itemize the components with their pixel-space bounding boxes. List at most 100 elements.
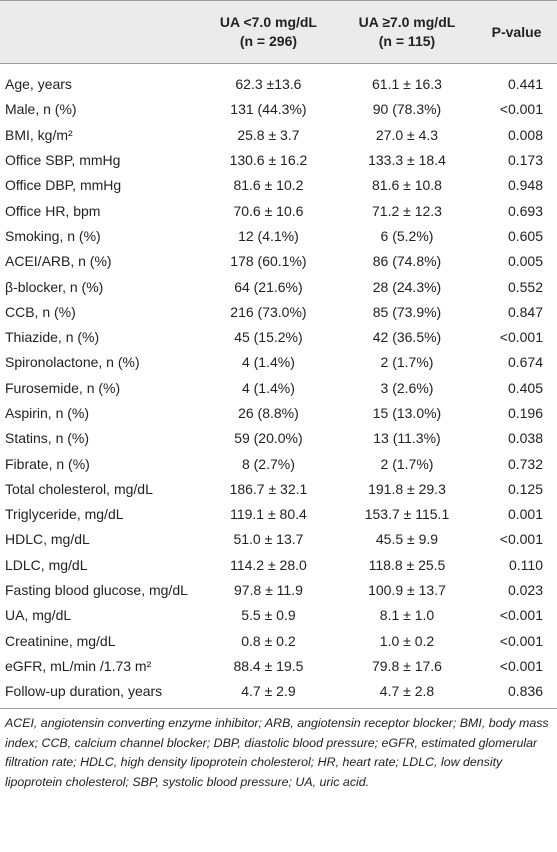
cell: 0.605 [507, 227, 543, 244]
table-row: Male, n (%) 131 (44.3%) 90 (78.3%) <0.001 [0, 97, 557, 122]
row-label: Fasting blood glucose, mg/dL [5, 582, 188, 599]
cell: 1.0 ± 0.2 [379, 632, 435, 649]
row-label: Furosemide, n (%) [5, 379, 121, 396]
data-table: UA <7.0 mg/dL (n = 296) UA ≥7.0 mg/dL (n = … [0, 0, 557, 710]
cell: 0.693 [507, 202, 543, 219]
cell: 59 (20.0%) [234, 430, 303, 447]
cell: 0.001 [507, 506, 543, 523]
row-label: Smoking, n (%) [5, 227, 101, 244]
column-header: UA <7.0 mg/dL (n = 296) [199, 0, 338, 64]
cell: 81.6 ± 10.8 [372, 177, 442, 194]
cell: <0.001 [499, 657, 543, 674]
cell: 6 (5.2%) [380, 227, 434, 244]
cell: 97.8 ± 11.9 [233, 582, 303, 599]
row-label: Statins, n (%) [5, 430, 90, 447]
table-row: Triglyceride, mg/dL 119.1 ± 80.4 153.7 ± 1… [0, 502, 557, 527]
row-label: Fibrate, n (%) [5, 455, 90, 472]
cell: 0.441 [507, 76, 543, 93]
cell: 0.005 [507, 253, 543, 270]
row-label: Triglyceride, mg/dL [5, 506, 124, 523]
row-label: β-blocker, n (%) [5, 278, 104, 295]
cell: 51.0 ± 13.7 [233, 531, 304, 548]
cell: 0.110 [509, 556, 543, 573]
table-row: Fibrate, n (%) 8 (2.7%) 2 (1.7%) 0.732 [0, 451, 557, 476]
table-row: CCB, n (%) 216 (73.0%) 85 (73.9%) 0.847 [0, 300, 557, 325]
cell: 0.196 [507, 405, 543, 421]
row-label: Office HR, bpm [5, 202, 101, 219]
table-row: Statins, n (%) 59 (20.0%) 13 (11.3%) 0.038 [0, 426, 557, 451]
cell: 191.8 ± 29.3 [368, 480, 446, 497]
cell: 12 (4.1%) [238, 227, 299, 244]
cell: 8.1 ± 1.0 [379, 607, 435, 624]
cell: 4 (1.4%) [241, 354, 295, 371]
cell: 216 (73.0%) [230, 303, 307, 320]
cell: 85 (73.9%) [372, 303, 442, 320]
cell: 26 (8.8%) [238, 405, 299, 421]
cell: 42 (36.5%) [372, 329, 442, 346]
cell: 88.4 ± 19.5 [233, 657, 304, 674]
table-row: Office SBP, mmHg 130.6 ± 16.2 133.3 ± 18.4… [0, 148, 557, 173]
row-label: Aspirin, n (%) [5, 405, 90, 421]
table-row: Aspirin, n (%) 26 (8.8%) 15 (13.0%) 0.196 [0, 401, 557, 426]
table-row: BMI, kg/m² 25.8 ± 3.7 27.0 ± 4.3 0.008 [0, 123, 557, 148]
cell: 0.023 [507, 582, 543, 599]
row-label: Male, n (%) [5, 101, 77, 118]
row-label: Office DBP, mmHg [5, 177, 122, 194]
table-row: HDLC, mg/dL 51.0 ± 13.7 45.5 ± 9.9 <0.001 [0, 527, 557, 552]
row-label: Age, years [5, 76, 72, 93]
cell: 3 (2.6%) [380, 379, 434, 396]
cell: 71.2 ± 12.3 [372, 202, 442, 219]
cell: 4.7 ± 2.8 [337, 679, 477, 710]
cell: 90 (78.3%) [372, 101, 442, 118]
column-title: UA <7.0 mg/dL [219, 14, 317, 30]
cell: <0.001 [499, 329, 543, 346]
cell: 0.674 [507, 354, 543, 371]
cell: 0.038 [507, 430, 543, 447]
cell: 13 (11.3%) [373, 430, 441, 447]
row-label: Total cholesterol, mg/dL [5, 480, 153, 497]
table-row: β-blocker, n (%) 64 (21.6%) 28 (24.3%) 0.55… [0, 274, 557, 299]
cell: 25.8 ± 3.7 [237, 126, 300, 143]
row-label: Thiazide, n (%) [5, 329, 100, 346]
cell: 86 (74.8%) [372, 253, 442, 270]
row-label: Spironolactone, n (%) [5, 354, 140, 371]
cell: 130.6 ± 16.2 [229, 152, 308, 169]
column-subtitle: (n = 115) [378, 33, 436, 49]
cell: <0.001 [499, 632, 543, 649]
cell: 119.1 ± 80.4 [230, 506, 307, 523]
column-title: UA ≥7.0 mg/dL [358, 14, 456, 30]
column-header: P-value [476, 0, 557, 64]
cell: 2 (1.7%) [380, 354, 434, 371]
cell: 81.6 ± 10.2 [233, 177, 304, 194]
cell: 62.3 ±13.6 [235, 76, 302, 93]
cell: 2 (1.7%) [380, 455, 434, 472]
cell: 178 (60.1%) [230, 253, 307, 270]
cell: 0.552 [507, 278, 543, 295]
row-label: Follow-up duration, years [0, 679, 199, 710]
column-title: P-value [491, 23, 542, 40]
cell: 5.5 ± 0.9 [241, 607, 296, 624]
row-label: LDLC, mg/dL [5, 556, 88, 573]
row-label: BMI, kg/m² [5, 126, 73, 143]
table-row: Total cholesterol, mg/dL 186.7 ± 32.1 191.… [0, 477, 557, 502]
column-subtitle: (n = 296) [239, 33, 298, 49]
table-row: Office HR, bpm 70.6 ± 10.6 71.2 ± 12.3 0.69… [0, 198, 557, 223]
table-row: UA, mg/dL 5.5 ± 0.9 8.1 ± 1.0 <0.001 [0, 603, 557, 628]
cell: 8 (2.7%) [241, 455, 295, 472]
table-row: LDLC, mg/dL 114.2 ± 28.0 118.8 ± 25.5 0.110 [0, 553, 557, 578]
cell: 4 (1.4%) [241, 379, 295, 396]
cell: <0.001 [499, 101, 543, 118]
header-blank [0, 0, 199, 64]
cell: 28 (24.3%) [372, 278, 442, 295]
cell: 0.948 [507, 177, 543, 194]
cell: 45 (15.2%) [234, 329, 303, 346]
cell: 133.3 ± 18.4 [368, 152, 446, 169]
cell: 61.1 ± 16.3 [372, 76, 442, 93]
cell: 64 (21.6%) [234, 278, 303, 295]
table-row: Age, years 62.3 ±13.6 61.1 ± 16.3 0.441 [0, 64, 557, 98]
cell: 131 (44.3%) [230, 101, 307, 118]
table-row: Furosemide, n (%) 4 (1.4%) 3 (2.6%) 0.405 [0, 376, 557, 401]
table-row: Spironolactone, n (%) 4 (1.4%) 2 (1.7%) 0.6… [0, 350, 557, 375]
cell: 0.173 [507, 152, 543, 169]
